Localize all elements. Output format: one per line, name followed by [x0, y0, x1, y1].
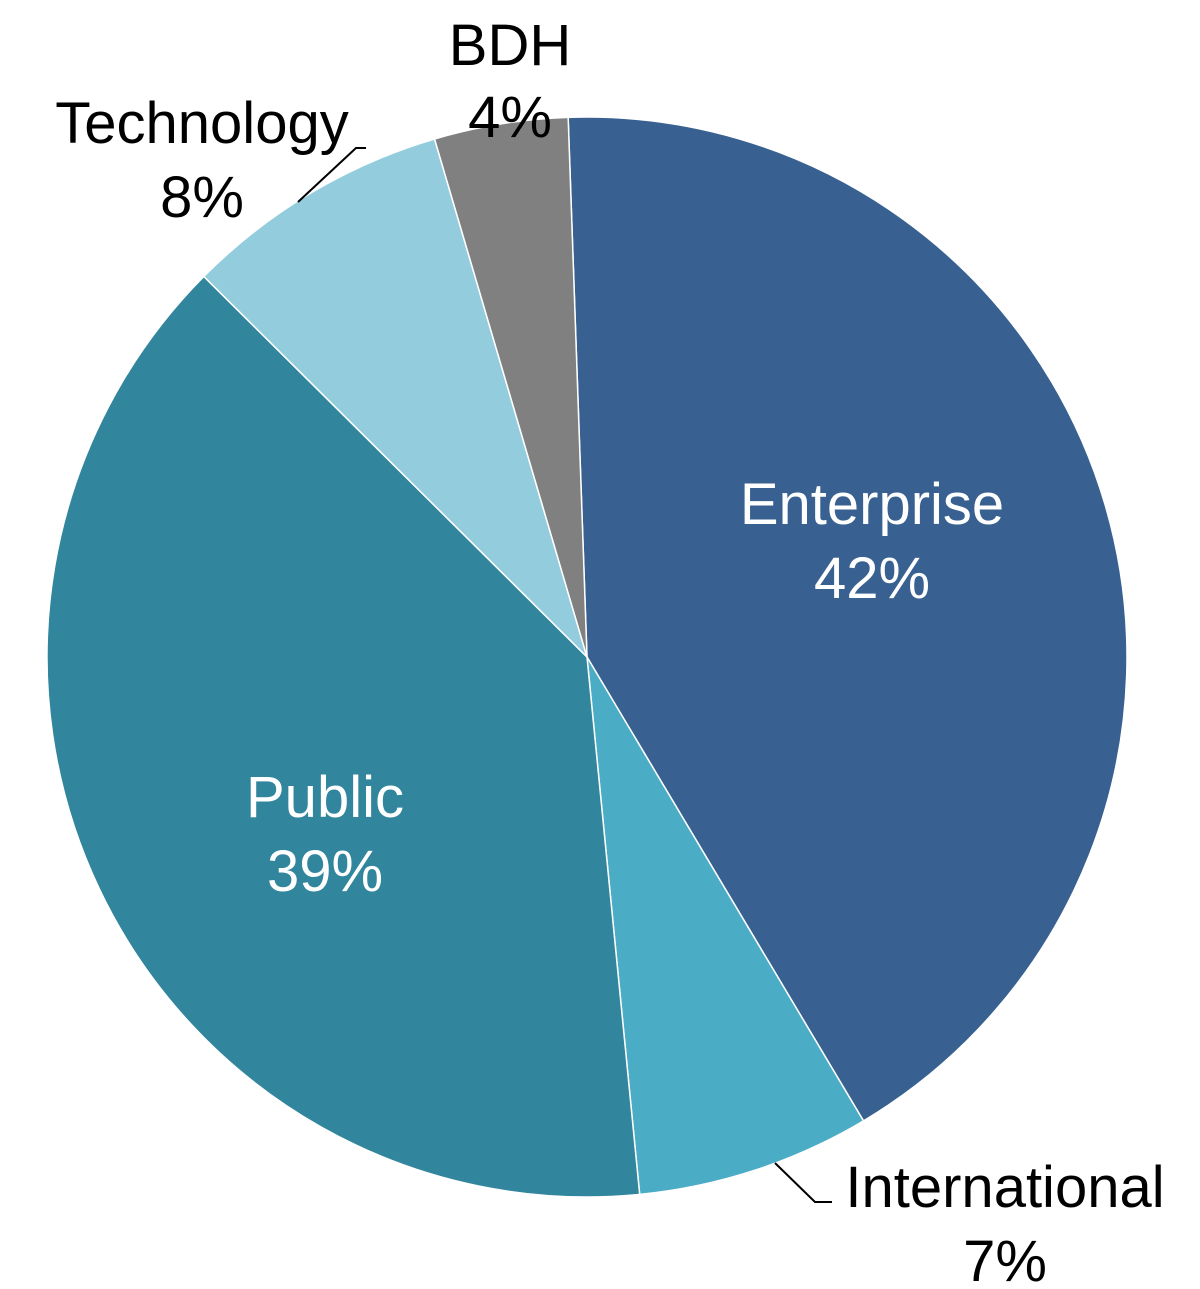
slice-label-technology: Technology [55, 91, 348, 156]
slice-value-bdh: 4% [468, 85, 552, 150]
slice-label-bdh: BDH [449, 13, 571, 78]
pie-slice-international [586, 656, 865, 1196]
slice-value-enterprise: 42% [814, 546, 930, 611]
slice-value-international: 7% [963, 1229, 1047, 1289]
leader-line-international [774, 1162, 832, 1203]
slice-value-technology: 8% [160, 165, 244, 230]
slice-label-enterprise: Enterprise [740, 472, 1004, 537]
data-labels: Enterprise 42% International 7% Public 3… [55, 13, 1164, 1289]
slice-value-public: 39% [267, 839, 383, 904]
slice-label-international: International [845, 1155, 1164, 1220]
pie-slice-enterprise [567, 116, 1128, 1122]
leader-lines [297, 147, 832, 1203]
pie-slice-bdh [433, 116, 588, 658]
pie-slice-technology [202, 138, 588, 658]
leader-line-technology [297, 147, 366, 203]
slice-label-public: Public [246, 765, 404, 830]
pie-slices [46, 116, 1128, 1198]
pie-slice-public [46, 275, 641, 1198]
